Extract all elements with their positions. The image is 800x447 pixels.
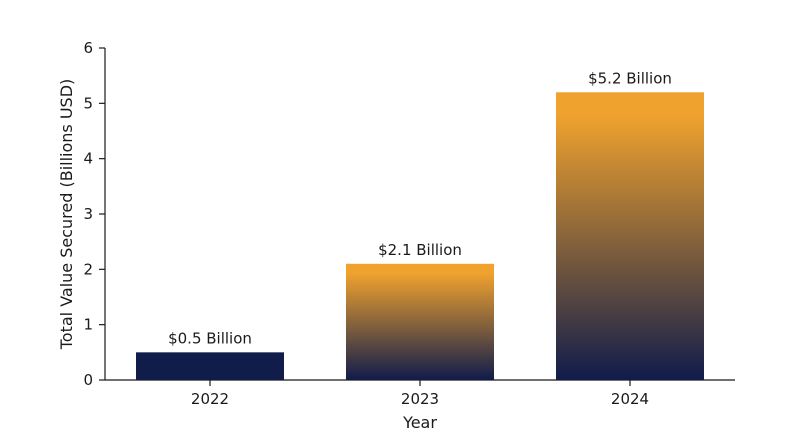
x-tick-label: 2022 (191, 390, 229, 408)
bar-2023 (346, 263, 494, 380)
y-tick-label: 1 (83, 316, 93, 334)
bar-value-label: $5.2 Billion (588, 69, 672, 87)
labels: $0.5 Billion 2022 $2.1 Billion 2023 $5.2 Bil… (168, 69, 672, 408)
x-axis-title: Year (402, 413, 437, 432)
y-tick-label: 3 (83, 205, 93, 223)
y-tick-label: 2 (83, 260, 93, 278)
y-tick-label: 4 (83, 150, 93, 168)
y-axis-title: Total Value Secured (Billions USD) (57, 79, 76, 351)
y-tick-label: 5 (83, 94, 93, 112)
x-tick-label: 2023 (401, 390, 439, 408)
bar-value-label: $0.5 Billion (168, 329, 252, 347)
y-tick-label: 0 (83, 371, 93, 389)
bar-2022 (136, 352, 284, 380)
bar-2024 (556, 92, 704, 381)
bars (136, 92, 704, 381)
x-tick-label: 2024 (611, 390, 649, 408)
y-tick-label: 6 (83, 39, 93, 57)
bar-value-label: $2.1 Billion (378, 241, 462, 259)
